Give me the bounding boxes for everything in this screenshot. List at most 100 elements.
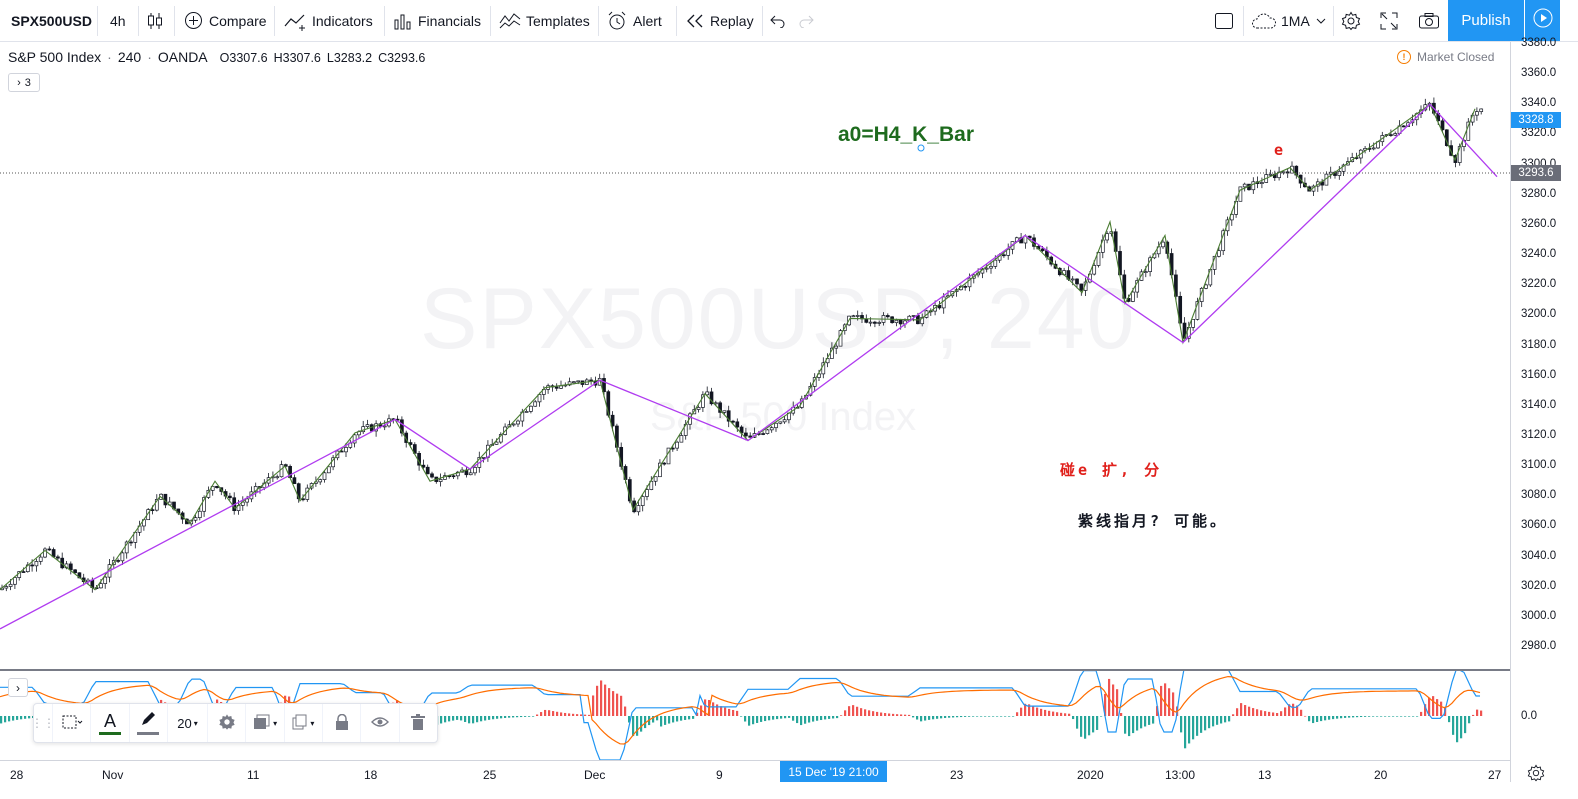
indicators-collapse-button[interactable]: › 3 [8,73,40,92]
drag-handle[interactable]: ⋮⋮ [31,704,55,742]
candle-body [154,499,159,511]
histogram-bar [548,710,551,716]
line-color-button[interactable] [130,704,168,742]
formula-annotation[interactable]: a0=H4_K_Bar [838,123,975,146]
redo-button[interactable] [798,0,814,41]
histogram-bar [1224,716,1227,723]
undo-button[interactable] [770,0,786,41]
candle-body [679,435,684,443]
price-label: 3080.0 [1521,489,1557,502]
time-label: 27 [1488,768,1502,782]
histogram-bar [28,716,31,719]
market-status[interactable]: ! Market Closed [1397,50,1494,64]
price-scale[interactable] [1510,42,1578,782]
histogram-bar [1244,705,1247,716]
candle-body [1105,233,1109,241]
replay-button[interactable]: Replay [686,0,754,41]
candle-body [197,510,202,518]
candle-body [675,441,679,449]
candle-body [279,464,284,478]
histogram-bar [1188,716,1191,744]
histogram-bar [1220,716,1223,724]
label-e-annotation[interactable]: e [1274,141,1284,159]
axis-settings-button[interactable] [1527,764,1545,787]
histogram-bar [560,712,563,716]
pane-divider[interactable] [0,669,1510,671]
price-chart[interactable] [0,42,1510,668]
histogram-bar [1192,716,1195,740]
price-label: 3180.0 [1521,338,1557,351]
histogram-bar [928,716,931,720]
templates-button[interactable]: Templates [499,0,590,41]
anchor-point-icon[interactable] [917,144,925,152]
histogram-bar [1264,711,1267,716]
histogram-bar [568,713,571,716]
templates-icon [499,11,521,31]
save-layout-button[interactable]: 1MA [1251,0,1310,41]
candle-body [567,381,572,386]
pane-expand-button[interactable]: › [8,678,28,697]
price-label: 3380.0 [1521,37,1557,49]
alert-button[interactable]: Alert [607,0,662,41]
compare-button[interactable]: Compare [184,0,267,41]
delete-button[interactable] [400,704,437,742]
fullscreen-icon [1380,12,1398,30]
histogram-bar [704,699,707,716]
histogram-bar [1452,716,1455,735]
symbol-search-button[interactable]: SPX500USD [11,12,92,29]
candle-body [8,583,13,587]
lock-icon [335,713,349,733]
candle-body [769,427,774,431]
layout-select-button[interactable] [1214,0,1234,41]
chart-style-button[interactable] [146,0,168,41]
financials-button[interactable]: Financials [393,0,481,41]
fullscreen-button[interactable] [1380,0,1398,41]
font-size-select[interactable]: 20 ▾ [168,704,209,742]
settings-button[interactable] [1341,0,1361,41]
histogram-bar [520,716,523,718]
histogram-bar [452,716,455,721]
candle-body [765,429,770,434]
text-color-button[interactable]: A [91,704,130,742]
histogram-bar [1128,716,1131,737]
histogram-bar [940,716,943,719]
visibility-button[interactable] [361,704,400,742]
template-button[interactable] [53,704,92,742]
histogram-bar [1132,716,1135,734]
histogram-bar [1092,716,1095,733]
histogram-bar [516,716,519,718]
divider [1243,6,1244,36]
candle-body [559,385,563,389]
black-note-annotation[interactable]: 紫线指月? 可能。 [1078,512,1229,530]
histogram-bar [744,716,747,722]
candle-body [1479,108,1484,112]
histogram-bar [1336,716,1339,719]
histogram-bar [1236,708,1239,716]
candle-body [774,422,778,429]
publish-button[interactable]: Publish [1448,0,1524,41]
indicators-button[interactable]: Indicators [284,0,373,41]
visual-order-button[interactable]: ▾ [246,704,285,742]
legend-name[interactable]: S&P 500 Index [8,49,102,65]
histogram-bar [1196,716,1199,736]
rewind-icon [686,13,704,29]
candle-body [99,583,103,589]
indicator-count: 3 [24,76,31,89]
time-axis[interactable] [0,760,1510,799]
histogram-bar [848,706,851,716]
red-note-annotation[interactable]: 碰e 扩, 分 [1060,461,1163,479]
replay-play-button[interactable] [1525,0,1560,41]
candle-body [511,423,516,426]
layout-dropdown[interactable] [1316,0,1326,41]
snapshot-button[interactable] [1418,0,1440,41]
lock-button[interactable] [323,704,362,742]
histogram-bar [1064,713,1067,716]
histogram-bar [612,691,615,716]
clone-button[interactable]: ▾ [285,704,324,742]
interval-button[interactable]: 4h [110,12,126,29]
settings-button[interactable] [208,704,247,742]
candle-body [1221,230,1226,252]
histogram-bar [484,716,487,721]
symbol-legend: S&P 500 Index · 240 · OANDA O3307.6 H330… [8,49,425,65]
candle-body [1217,250,1221,257]
